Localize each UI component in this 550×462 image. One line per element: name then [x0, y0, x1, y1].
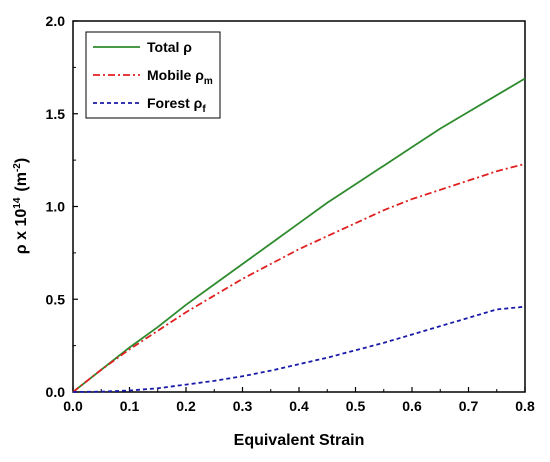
- y-axis-title-unit-close: ): [13, 158, 30, 163]
- y-tick-label: 0.5: [46, 291, 66, 307]
- x-tick-label: 0.7: [459, 398, 479, 414]
- legend-label-text: Mobile ρ: [147, 67, 204, 83]
- x-tick-label: 0.4: [289, 398, 309, 414]
- legend-label-subscript: m: [204, 76, 213, 87]
- series-layer: [72, 77, 526, 393]
- y-axis-title-unit-exponent: -2: [12, 163, 23, 172]
- y-axis-title: ρ x 1014 (m-2): [12, 158, 30, 254]
- x-tick-label: 0.3: [233, 398, 253, 414]
- x-tick-label: 0.2: [176, 398, 196, 414]
- legend-label: Forest ρf: [147, 95, 206, 115]
- y-tick-label: 2.0: [46, 13, 66, 29]
- y-axis-ticks: 0.0 0.5 1.0 1.5 2.0: [46, 13, 78, 400]
- y-axis-title-base: ρ x 10: [13, 209, 30, 255]
- y-tick-label: 1.5: [46, 106, 66, 122]
- x-tick-label: 0.6: [402, 398, 422, 414]
- series-line-2: [72, 162, 526, 393]
- legend-label-text: Forest ρ: [147, 95, 203, 111]
- x-tick-label: 0.1: [120, 398, 140, 414]
- series-line-1: [72, 77, 526, 393]
- legend-label: Total ρ: [147, 39, 192, 55]
- y-tick-label: 0.0: [46, 384, 66, 400]
- x-tick-label: 0.0: [63, 398, 83, 414]
- x-axis-title: Equivalent Strain: [234, 432, 365, 449]
- legend-label-subscript: f: [202, 104, 206, 115]
- legend-label: Mobile ρm: [147, 67, 213, 87]
- y-tick-label: 1.0: [46, 199, 66, 215]
- y-axis-title-exponent: 14: [12, 197, 23, 209]
- y-axis-title-unit-open: (m: [13, 172, 30, 192]
- x-tick-label: 0.8: [515, 398, 535, 414]
- x-axis-ticks: 0.0 0.1 0.2 0.3 0.4 0.5 0.6 0.7 0.8: [63, 387, 535, 414]
- x-tick-label: 0.5: [346, 398, 366, 414]
- legend-label-text: Total ρ: [147, 39, 192, 55]
